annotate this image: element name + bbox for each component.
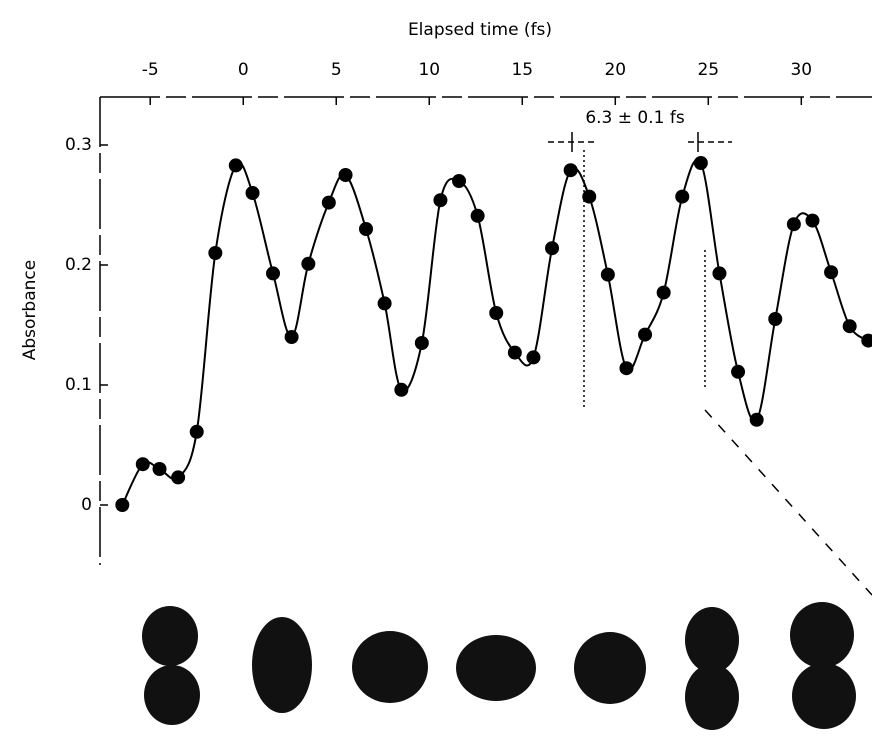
data-point: [359, 222, 373, 236]
data-point: [415, 336, 429, 350]
data-point: [824, 265, 838, 279]
y-tick-label: 0: [81, 495, 92, 515]
axes: [100, 97, 872, 565]
x-tick-label: 20: [604, 60, 626, 80]
data-point: [657, 286, 671, 300]
data-point: [246, 186, 260, 200]
data-point: [322, 196, 336, 210]
data-point: [638, 328, 652, 342]
data-point: [229, 158, 243, 172]
data-point: [190, 425, 204, 439]
x-tick-label: 10: [418, 60, 440, 80]
data-point: [153, 462, 167, 476]
data-point: [378, 296, 392, 310]
y-tick-label: 0.2: [65, 255, 92, 275]
data-point: [489, 306, 503, 320]
molecule-images: [142, 602, 856, 730]
data-point: [787, 217, 801, 231]
data-point: [675, 190, 689, 204]
data-point: [136, 457, 150, 471]
y-axis-title: Absorbance: [20, 260, 40, 360]
data-point: [768, 312, 782, 326]
chart: Elapsed time (fs) Absorbance 6.3 ± 0.1 f…: [0, 0, 872, 740]
annotation: 6.3 ± 0.1 fs: [585, 108, 685, 128]
x-axis-title: Elapsed time (fs): [408, 20, 552, 40]
x-tick-label: 5: [331, 60, 342, 80]
y-tick-label: 0.3: [65, 135, 92, 155]
data-point: [694, 156, 708, 170]
data-point: [601, 268, 615, 282]
data-point: [564, 163, 578, 177]
data-point: [712, 266, 726, 280]
data-point: [339, 168, 353, 182]
x-tick-label: 15: [511, 60, 533, 80]
data-point: [471, 209, 485, 223]
data-point: [750, 413, 764, 427]
y-tick-label: 0.1: [65, 375, 92, 395]
data-point: [582, 190, 596, 204]
x-tick-label: 25: [697, 60, 719, 80]
annotation-bracket: [548, 132, 872, 595]
x-tick-label: 0: [238, 60, 249, 80]
x-tick-label: 30: [790, 60, 812, 80]
data-point: [545, 241, 559, 255]
data-point: [843, 319, 857, 333]
data-point: [526, 350, 540, 364]
data-line: [122, 159, 868, 505]
data-point: [208, 246, 222, 260]
data-point: [394, 383, 408, 397]
data-point: [452, 174, 466, 188]
x-tick-label: -5: [142, 60, 159, 80]
data-point: [805, 214, 819, 228]
data-point: [301, 257, 315, 271]
data-point: [731, 365, 745, 379]
data-point: [433, 193, 447, 207]
data-point: [619, 361, 633, 375]
data-point: [285, 330, 299, 344]
data-point: [171, 470, 185, 484]
data-point: [266, 266, 280, 280]
data-point: [861, 334, 872, 348]
data-point: [115, 498, 129, 512]
data-point: [508, 346, 522, 360]
